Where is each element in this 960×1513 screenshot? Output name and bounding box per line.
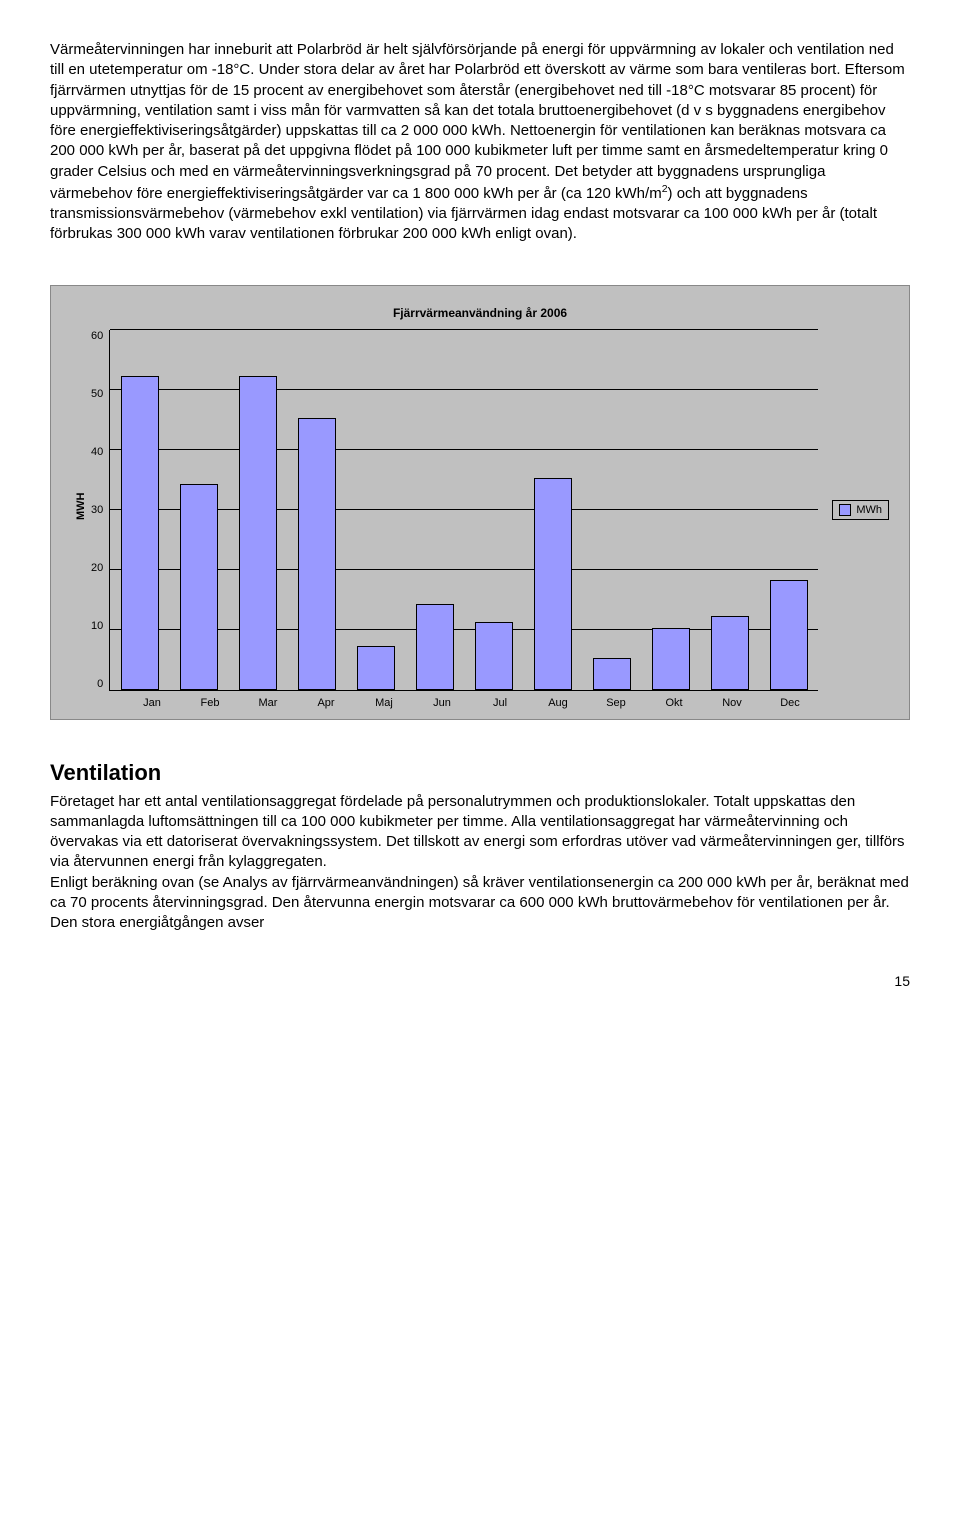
bar xyxy=(121,376,159,690)
x-tick: Mar xyxy=(250,697,286,709)
x-labels: Jan Feb Mar Apr Maj Jun Jul Aug Sep Okt Nov Dec xyxy=(123,697,819,709)
y-tick: 40 xyxy=(91,446,103,458)
bar xyxy=(357,646,395,690)
y-axis-label: MWH xyxy=(75,500,87,520)
legend: MWh xyxy=(832,500,889,520)
bar xyxy=(652,628,690,690)
paragraph-text: Värmeåtervinningen har inneburit att Pol… xyxy=(50,41,905,202)
bar xyxy=(593,658,631,690)
body-paragraph: Värmeåtervinningen har inneburit att Pol… xyxy=(50,40,910,245)
bar xyxy=(534,478,572,690)
x-tick: Jul xyxy=(482,697,518,709)
x-tick: Nov xyxy=(714,697,750,709)
legend-label: MWh xyxy=(856,504,882,516)
bar xyxy=(416,604,454,690)
x-tick: Maj xyxy=(366,697,402,709)
x-tick: Okt xyxy=(656,697,692,709)
x-tick: Apr xyxy=(308,697,344,709)
x-tick: Dec xyxy=(772,697,808,709)
bar xyxy=(239,376,277,690)
legend-swatch xyxy=(839,504,851,516)
chart-title: Fjärrvärmeanvändning år 2006 xyxy=(71,306,889,320)
x-tick: Aug xyxy=(540,697,576,709)
x-tick: Feb xyxy=(192,697,228,709)
bar xyxy=(711,616,749,690)
y-tick: 0 xyxy=(91,678,103,690)
gridline xyxy=(110,389,818,390)
gridline xyxy=(110,329,818,330)
bar xyxy=(770,580,808,690)
bar xyxy=(475,622,513,690)
y-tick: 60 xyxy=(91,330,103,342)
y-tick: 50 xyxy=(91,388,103,400)
page-number: 15 xyxy=(50,973,910,989)
section-heading: Ventilation xyxy=(50,760,910,786)
y-tick: 30 xyxy=(91,504,103,516)
y-ticks: 60 50 40 30 20 10 0 xyxy=(91,330,109,690)
x-tick: Jun xyxy=(424,697,460,709)
y-tick: 10 xyxy=(91,620,103,632)
x-tick: Sep xyxy=(598,697,634,709)
x-tick: Jan xyxy=(134,697,170,709)
plot-area xyxy=(109,330,818,691)
bar xyxy=(180,484,218,690)
gridline xyxy=(110,449,818,450)
bar-chart: Fjärrvärmeanvändning år 2006 MWH 60 50 40 3… xyxy=(50,285,910,720)
y-tick: 20 xyxy=(91,562,103,574)
section-text: Företaget har ett antal ventilationsaggr… xyxy=(50,792,910,934)
bar xyxy=(298,418,336,690)
